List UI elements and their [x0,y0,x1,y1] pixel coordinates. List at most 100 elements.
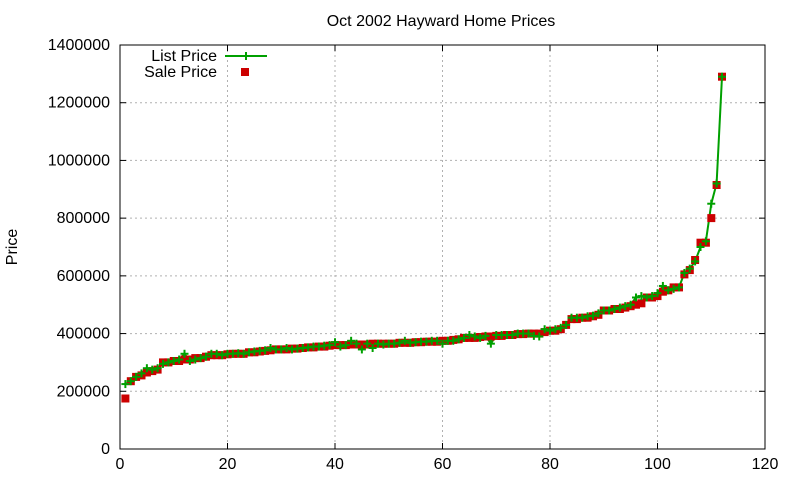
list-price-point [481,331,490,340]
sale-price-point [696,238,705,247]
list-price-point [524,329,533,338]
legend-label-sale-price: Sale Price [144,64,217,81]
list-price-point [433,336,442,345]
list-price-point [621,302,630,311]
list-price-point [347,336,356,345]
y-tick-label: 800000 [57,210,110,227]
y-axis-label: Price [4,229,21,266]
list-price-point [175,355,184,364]
list-price-point [196,354,205,363]
list-price-point [239,349,248,358]
list-price-point [460,333,468,342]
x-tick-label: 40 [326,456,344,473]
list-price-point [191,355,200,364]
list-price-point [610,305,619,314]
list-price-point [368,344,377,352]
list-price-point [476,333,485,342]
list-price-point [680,268,689,277]
series-layer [121,72,726,403]
sale-price-point [486,332,495,341]
axis-ticks: 0 200000 400000 600000 800000 1000000 1200000 1… [48,37,779,473]
list-price-point [159,359,167,368]
list-price-point [658,281,667,290]
y-tick-label: 1400000 [48,37,110,54]
list-price-point [535,332,544,341]
list-price-point [696,243,705,251]
sale-price-point [632,300,640,309]
sale-price-point [368,339,377,348]
list-price-point [363,339,372,348]
list-price-point [632,293,640,302]
list-price-point [218,351,227,360]
sale-price-point [658,287,667,296]
list-price-point [712,179,721,188]
list-price-point [578,313,587,322]
list-price-point [282,344,291,352]
y-tick-label: 1200000 [48,95,110,112]
y-tick-label: 0 [101,441,110,458]
x-tick-label: 120 [752,456,779,473]
list-price-point [486,339,495,348]
list-price-point [589,311,597,320]
sale-price-point [637,299,646,308]
list-price-point [642,293,651,302]
list-price-point [202,352,210,361]
list-price-point [266,344,275,352]
list-price-point [449,336,458,345]
list-price-point [137,369,146,378]
list-price-point [212,349,221,358]
list-price-point [470,332,479,341]
list-price-point [180,349,189,358]
list-price-point [142,364,151,373]
list-price-point [701,237,710,246]
y-tick-label: 200000 [57,383,110,400]
list-price-point [653,289,662,298]
list-price-point [551,325,560,334]
list-price-point [669,284,678,293]
list-price-point [357,345,366,354]
list-price-point [336,342,345,351]
list-price-point [169,356,178,365]
sale-price-point [180,355,189,364]
list-price-point [395,338,404,347]
x-tick-label: 100 [644,456,671,473]
list-price-point [185,356,194,365]
list-price-point [126,377,135,386]
list-price-point [546,326,554,335]
list-price-point [637,292,646,301]
list-price-point [438,339,447,348]
list-price-point [594,309,603,318]
legend-marker-sale-price [241,68,249,76]
list-price-point [675,283,683,292]
list-price-point [400,336,409,345]
list-price-point [132,372,141,381]
plot-frame [119,44,766,450]
list-price-point [605,306,614,315]
list-price-point [341,341,350,350]
list-price-point [556,323,565,332]
list-price-point [691,257,700,266]
x-tick-label: 80 [541,456,559,473]
grid [120,45,765,449]
sale-price-point [121,394,130,403]
list-price-point [562,320,571,329]
legend-marker-list-price [242,52,250,60]
x-tick-label: 60 [434,456,452,473]
list-price-point [164,358,173,367]
list-price-point [454,335,463,344]
list-price-point [331,338,339,347]
list-price-point [664,286,673,295]
sale-price-point [142,368,151,377]
sale-price-point [357,340,366,349]
list-price-point [718,72,726,81]
sale-price-point [707,214,716,223]
list-price-point [261,346,270,355]
list-price-point [465,331,474,340]
list-price-point [685,264,694,273]
list-price-point [148,365,157,374]
y-tick-label: 400000 [57,326,110,343]
list-price-point [626,300,635,309]
list-price-point [352,339,361,348]
chart-title: Oct 2002 Hayward Home Prices [327,13,556,30]
